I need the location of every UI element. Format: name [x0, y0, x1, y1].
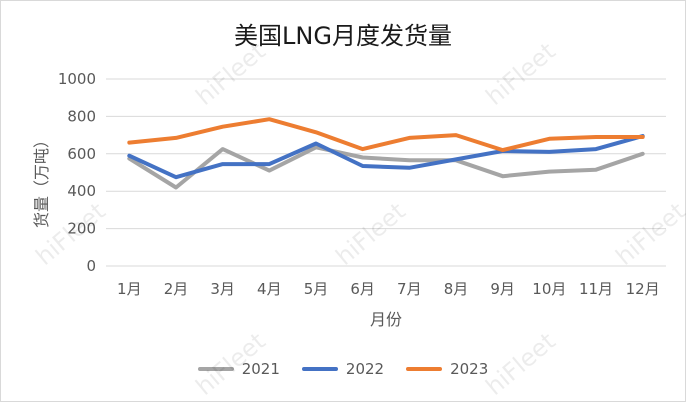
legend-label: 2023: [450, 360, 489, 378]
y-tick-label: 600: [67, 145, 96, 163]
series-line-2022: [127, 134, 645, 180]
legend-label: 2022: [345, 360, 385, 378]
x-tick-label: 2月: [164, 280, 189, 298]
series-lines: [127, 117, 645, 190]
chart-title: 美国LNG月度发货量: [234, 22, 452, 50]
gridlines: [106, 78, 666, 267]
x-tick-labels: 1月 2月 3月 4月 5月 6月 7月 8月 9月 10月 11月 12月: [117, 280, 660, 298]
x-tick-label: 7月: [397, 280, 422, 298]
x-tick-label: 4月: [257, 280, 282, 298]
x-tick-label: 11月: [579, 280, 613, 298]
legend-item-2022: 2022: [301, 360, 385, 378]
series-line-2021: [127, 145, 645, 190]
y-tick-label: 800: [67, 107, 96, 125]
x-tick-label: 6月: [350, 280, 375, 298]
x-tick-label: 10月: [532, 280, 566, 298]
y-tick-label: 200: [67, 220, 96, 238]
x-axis-label: 月份: [369, 310, 402, 329]
legend-item-2023: 2023: [406, 360, 488, 378]
y-tick-label: 1000: [58, 70, 96, 88]
x-tick-label: 5月: [304, 280, 329, 298]
legend-swatch: [197, 367, 234, 371]
series-line-2023: [127, 117, 645, 153]
legend-item-2021: 2021: [197, 360, 280, 378]
y-tick-label: 0: [86, 257, 96, 275]
y-axis-label: 货量（万吨）: [32, 131, 52, 229]
legend-swatch: [301, 367, 338, 371]
x-tick-label: 8月: [444, 280, 469, 298]
x-tick-label: 3月: [210, 280, 235, 298]
x-tick-label: 9月: [490, 280, 515, 298]
legend: 2021 2022 2023: [0, 360, 686, 378]
y-tick-label: 400: [67, 182, 96, 200]
x-tick-label: 1月: [117, 280, 142, 298]
x-tick-label: 12月: [626, 280, 660, 298]
y-tick-labels: 0 200 400 600 800 1000: [58, 70, 96, 275]
legend-label: 2021: [241, 360, 280, 378]
legend-swatch: [406, 367, 443, 371]
